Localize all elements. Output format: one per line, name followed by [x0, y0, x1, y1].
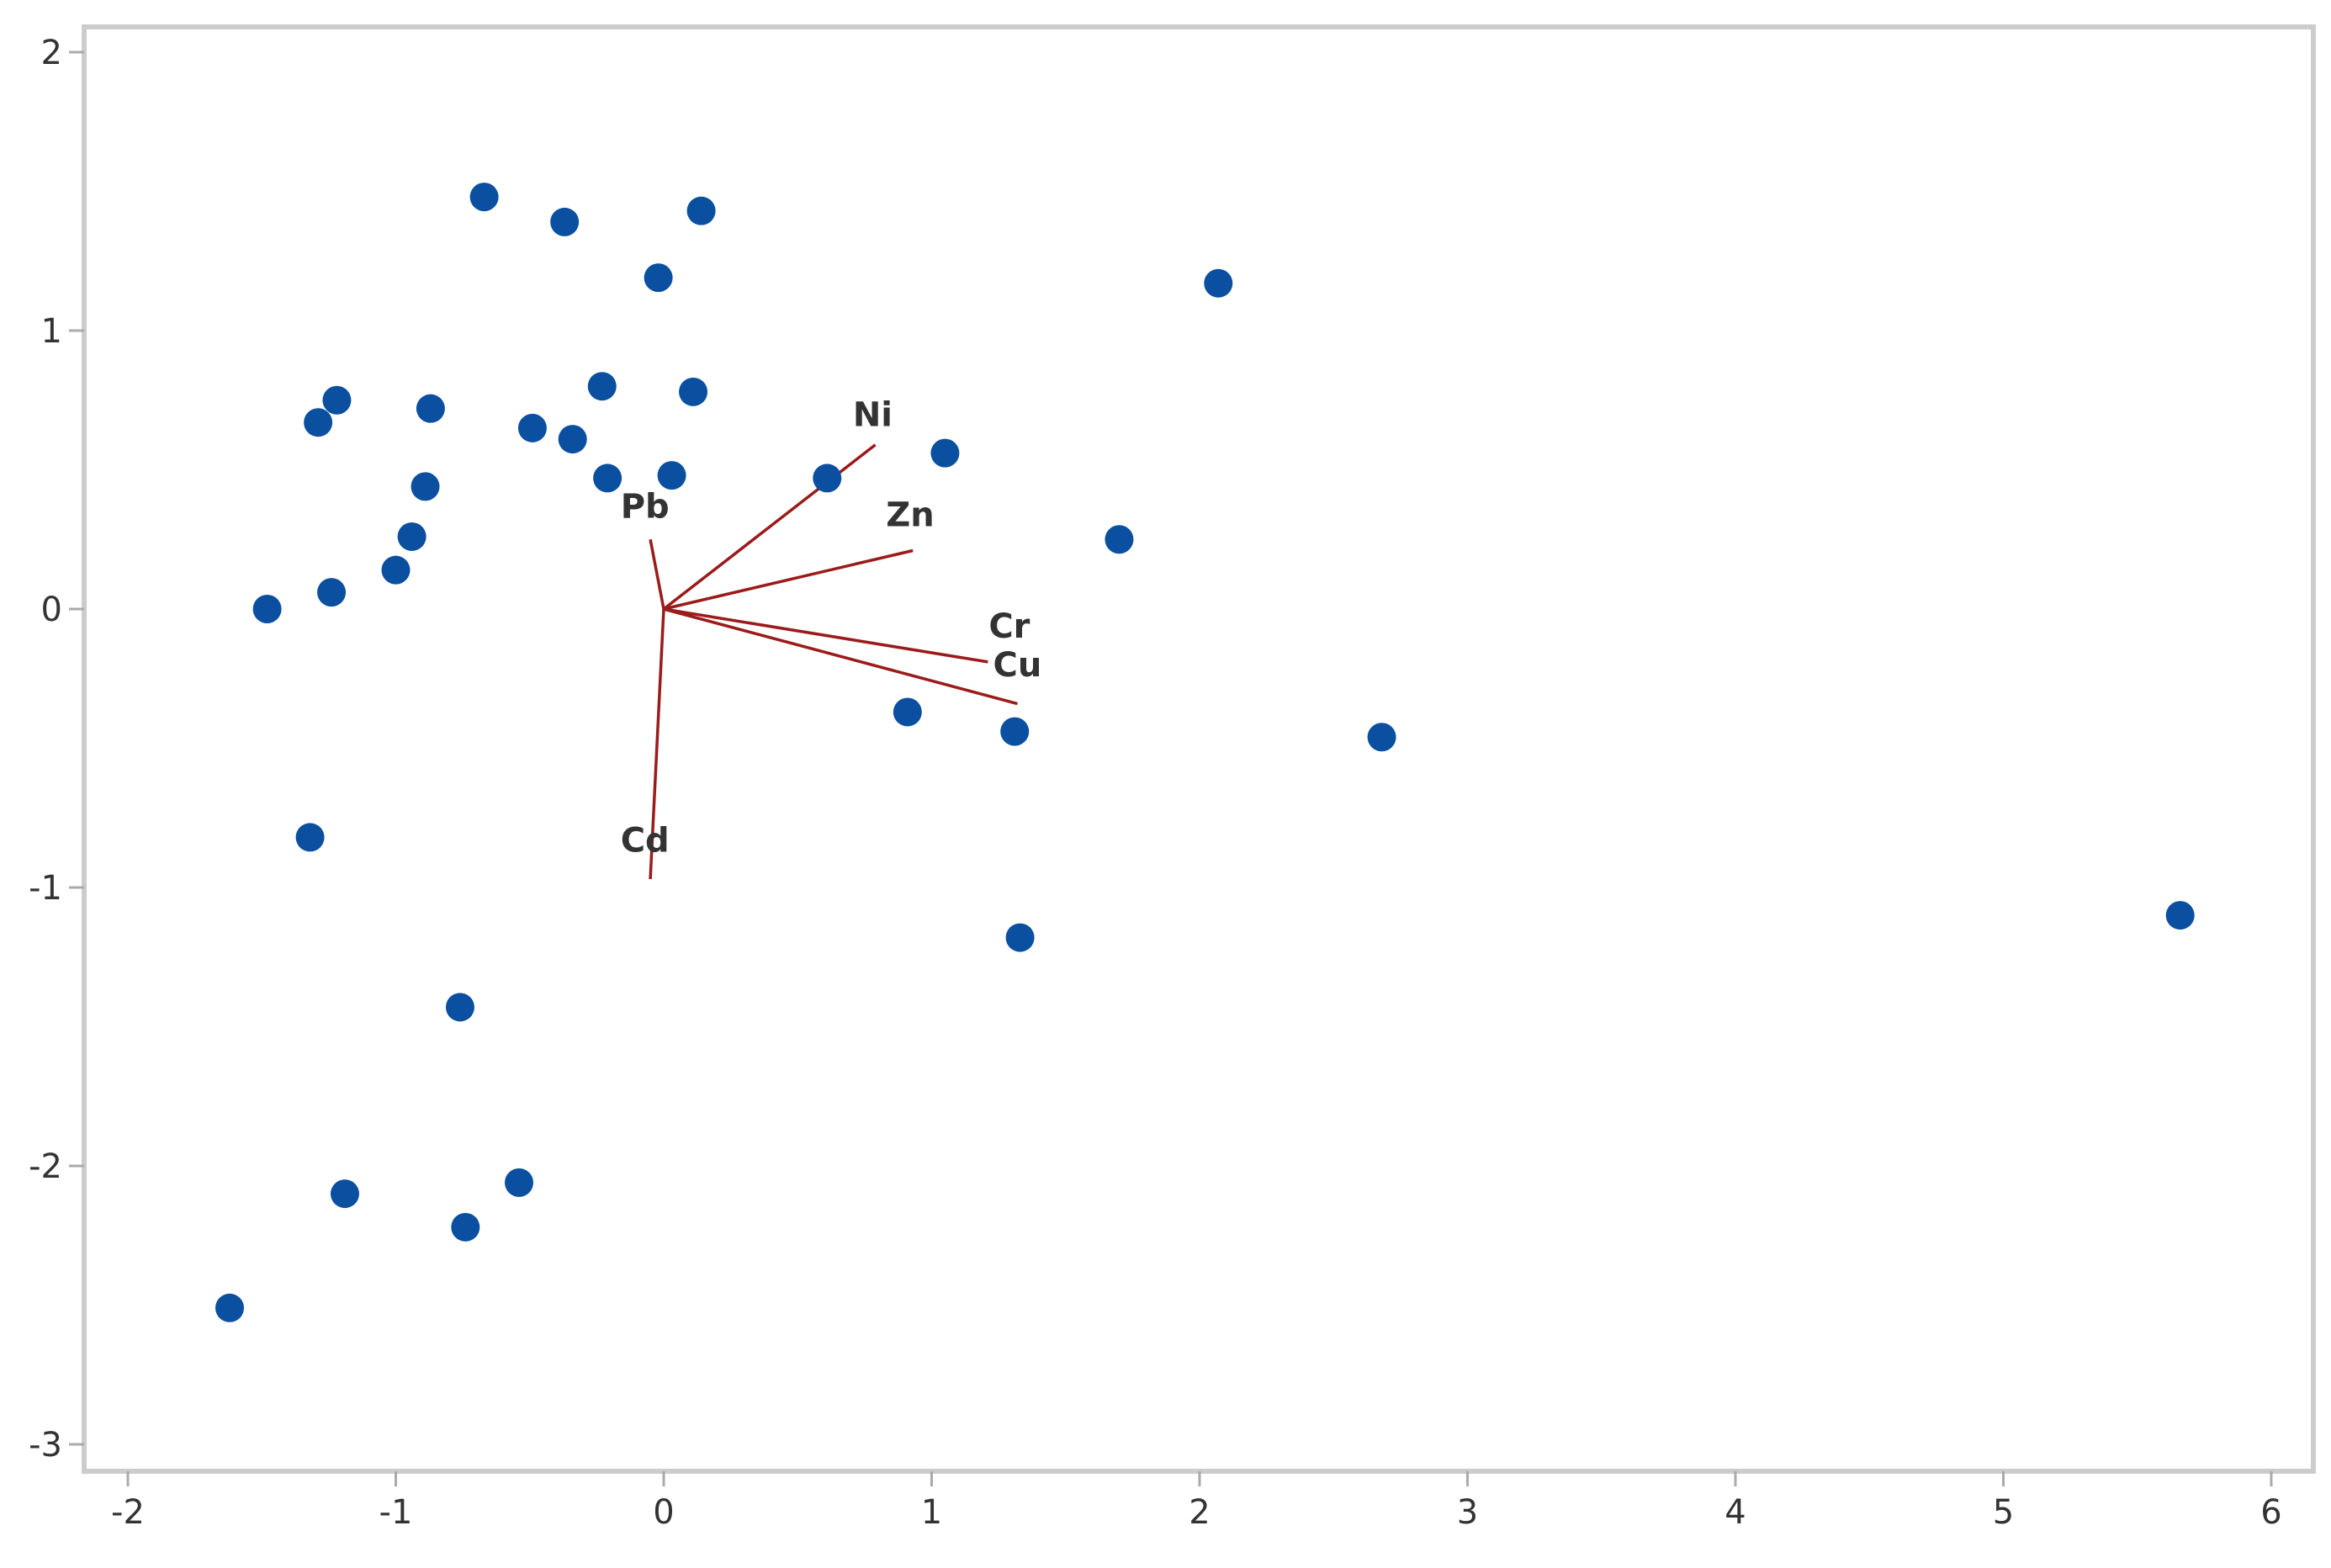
- y-tick-label: 0: [41, 591, 62, 629]
- data-point: [644, 263, 673, 293]
- loading-label-cr: Cr: [988, 607, 1030, 646]
- y-tick-label: 2: [41, 34, 62, 72]
- data-point: [1105, 525, 1134, 554]
- loading-vectors: [649, 443, 1018, 880]
- x-tick-label: 6: [2260, 1493, 2281, 1532]
- data-point: [657, 461, 686, 490]
- x-tick-label: -2: [111, 1493, 145, 1532]
- x-tick-label: 3: [1457, 1493, 1478, 1532]
- loading-vector-cu: [663, 607, 1018, 706]
- x-tick-label: 4: [1724, 1493, 1746, 1532]
- x-tick-label: -1: [379, 1493, 413, 1532]
- data-point: [215, 1293, 245, 1322]
- data-point: [322, 385, 352, 415]
- loading-label-pb: Pb: [621, 488, 670, 527]
- data-point: [550, 207, 580, 236]
- x-tick-label: 2: [1189, 1493, 1210, 1532]
- x-tick-label: 0: [653, 1493, 674, 1532]
- y-tick-label: -2: [29, 1147, 62, 1186]
- loading-vector-zn: [663, 548, 914, 611]
- x-tick-label: 1: [921, 1493, 942, 1532]
- x-tick-label: 5: [1993, 1493, 2014, 1532]
- data-point: [445, 993, 474, 1022]
- plot-frame: [82, 24, 2316, 1474]
- data-point: [317, 578, 347, 607]
- loading-label-ni: Ni: [853, 395, 893, 434]
- data-point: [893, 697, 922, 727]
- data-point: [451, 1212, 480, 1242]
- y-tick-label: 1: [41, 312, 62, 351]
- data-point: [930, 438, 960, 468]
- data-point: [381, 555, 411, 585]
- data-point: [1367, 723, 1396, 752]
- data-point: [397, 522, 426, 551]
- data-point: [330, 1179, 359, 1209]
- data-point: [679, 377, 708, 406]
- data-point: [1000, 717, 1030, 746]
- loading-label-cd: Cd: [621, 822, 670, 861]
- loading-vector-pb: [649, 538, 665, 610]
- data-point: [517, 413, 547, 442]
- data-point: [252, 595, 282, 623]
- y-tick-label: -3: [29, 1426, 62, 1465]
- y-tick-label: -1: [29, 869, 62, 908]
- data-point: [505, 1168, 534, 1197]
- data-point: [2165, 901, 2195, 930]
- data-point: [558, 425, 587, 454]
- loading-label-zn: Zn: [886, 495, 934, 534]
- loading-label-cu: Cu: [993, 646, 1041, 685]
- loading-vector-cr: [663, 607, 988, 664]
- data-point: [411, 472, 440, 501]
- data-point: [1204, 268, 1233, 298]
- data-point: [813, 464, 842, 493]
- data-point: [686, 196, 716, 225]
- data-point: [304, 408, 333, 437]
- data-point: [416, 394, 445, 423]
- data-point: [593, 464, 622, 493]
- score-points: [215, 183, 2195, 1322]
- data-point: [295, 823, 325, 852]
- axes: -2 -1 0 1 2 3 4 5 6 -3 -2 -1 0 1 2: [29, 34, 2282, 1532]
- loading-vector-cd: [649, 608, 665, 880]
- data-point: [587, 372, 617, 401]
- data-point: [1005, 923, 1035, 952]
- data-point: [469, 183, 499, 212]
